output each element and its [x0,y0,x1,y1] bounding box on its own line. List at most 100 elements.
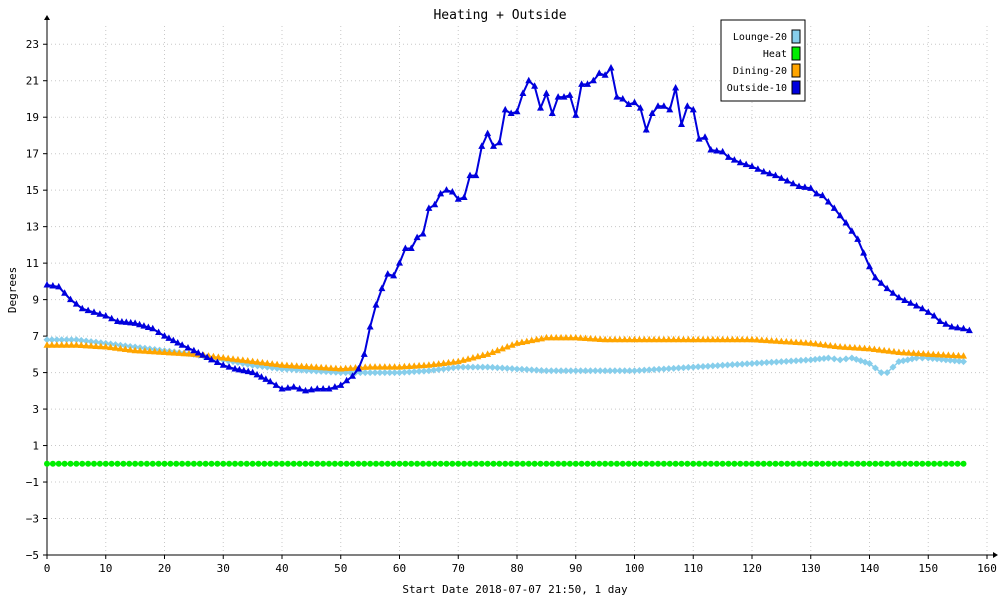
data-point-outside-10 [748,162,756,169]
data-point-outside-10 [331,383,339,390]
data-point-dining-20 [484,350,492,357]
data-point-outside-10 [860,249,868,256]
data-point-outside-10 [672,84,680,91]
data-point-heat [819,460,826,467]
data-point-dining-20 [763,336,771,344]
data-point-outside-10 [866,262,873,270]
data-point-outside-10 [924,308,932,315]
data-point-dining-20 [361,363,369,370]
data-point-heat [443,460,450,467]
x-tick-label: 100 [625,562,645,575]
data-point-dining-20 [562,333,570,341]
data-point-dining-20 [768,336,776,344]
data-point-dining-20 [709,335,717,343]
data-point-heat [754,460,761,467]
data-point-dining-20 [924,350,932,357]
data-point-dining-20 [489,348,497,356]
data-point-lounge-20 [415,367,423,375]
data-point-heat [866,460,873,467]
data-point-outside-10 [140,322,148,329]
data-point-heat [960,460,967,467]
data-point-heat [384,460,391,467]
data-point-lounge-20 [679,364,687,372]
data-point-heat [931,460,938,467]
data-point-dining-20 [772,337,780,344]
data-point-outside-10 [136,320,144,328]
data-point-lounge-20 [498,364,506,372]
data-point-outside-10 [936,317,944,325]
data-point-lounge-20 [871,364,879,372]
data-point-outside-10 [149,324,157,332]
data-point-dining-20 [391,363,399,370]
data-point-dining-20 [728,335,736,343]
data-point-outside-10 [194,348,202,356]
data-point-heat [190,460,197,467]
data-point-outside-10 [262,375,270,382]
data-point-heat [796,460,802,467]
data-point-outside-10 [554,93,562,100]
data-point-heat [108,460,115,467]
data-point-heat [220,460,227,467]
data-point-outside-10 [930,312,938,319]
data-point-lounge-20 [883,369,891,377]
data-point-dining-20 [621,335,629,343]
data-point-outside-10 [918,304,926,312]
data-point-outside-10 [601,71,609,78]
data-point-outside-10 [437,189,445,197]
data-point-lounge-20 [772,358,780,366]
data-point-dining-20 [748,335,756,343]
data-point-outside-10 [619,94,627,102]
data-point-dining-20 [67,341,75,348]
data-point-outside-10 [425,204,433,211]
data-point-outside-10 [490,142,497,149]
data-point-dining-20 [518,338,526,345]
data-point-lounge-20 [528,366,536,374]
data-point-dining-20 [694,335,702,343]
data-point-lounge-20 [53,336,61,344]
data-point-heat [102,460,109,467]
data-point-heat [373,460,379,467]
data-point-heat [114,460,121,467]
data-point-heat [631,460,638,467]
data-point-dining-20 [724,335,732,343]
data-point-dining-20 [420,361,428,369]
data-point-outside-10 [877,279,885,286]
data-point-dining-20 [704,335,712,343]
data-point-heat [531,460,538,467]
data-point-heat [437,460,444,467]
data-point-outside-10 [337,381,345,388]
data-point-dining-20 [542,333,550,341]
data-point-lounge-20 [82,337,90,345]
data-point-heat [226,460,233,467]
data-point-outside-10 [531,82,539,89]
data-point-heat [878,460,885,467]
data-point-outside-10 [253,370,261,378]
data-point-lounge-20 [596,367,604,375]
data-point-dining-20 [327,364,335,371]
data-point-outside-10 [965,326,973,334]
data-point-heat [279,460,285,467]
data-point-dining-20 [121,345,129,352]
data-point-lounge-20 [474,363,482,371]
data-point-outside-10 [454,195,462,202]
data-point-outside-10 [895,293,903,301]
data-point-dining-20 [185,350,193,357]
data-point-outside-10 [713,146,721,154]
data-point-heat [725,460,732,467]
data-point-dining-20 [342,364,350,372]
data-point-dining-20 [782,337,790,345]
y-tick-label: 11 [26,257,39,270]
data-point-outside-10 [913,302,920,309]
x-axis-title: Start Date 2018-07-07 21:50, 1 day [402,583,628,596]
data-point-outside-10 [231,364,239,372]
data-point-outside-10 [795,182,803,190]
data-point-lounge-20 [547,367,555,375]
data-point-outside-10 [472,171,480,179]
data-point-heat [619,460,626,467]
data-point-dining-20 [72,341,80,348]
data-point-heat [284,460,291,467]
data-point-lounge-20 [435,366,443,374]
data-point-heat [273,460,280,467]
data-point-heat [132,460,139,467]
data-point-outside-10 [648,109,656,117]
